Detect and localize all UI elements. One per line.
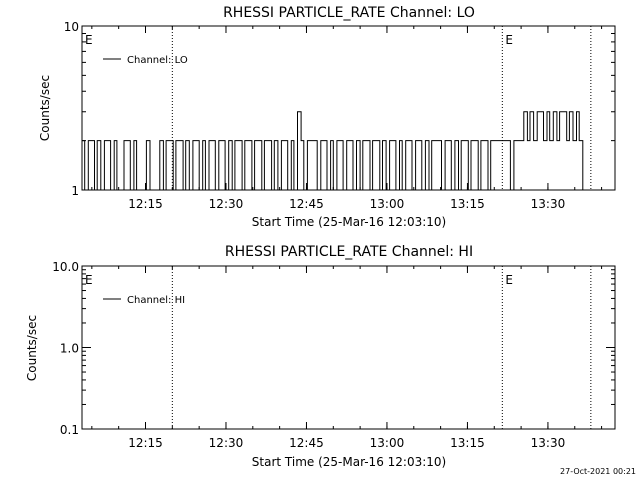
series-group xyxy=(82,111,585,191)
chart-panel-hi: RHESSI PARTICLE_RATE Channel: HI Counts/… xyxy=(25,244,616,469)
y-tick-label: 1 xyxy=(71,184,79,198)
event-marker: E xyxy=(505,273,513,287)
x-tick-label: 13:00 xyxy=(370,436,405,450)
y-tick-label: 1.0 xyxy=(60,342,79,356)
event-marker: E xyxy=(85,273,93,287)
x-tick-label: 12:30 xyxy=(209,436,244,450)
legend: Channel: LO xyxy=(103,55,188,66)
legend-label: Channel: HI xyxy=(127,295,185,306)
y-tick-label: 0.1 xyxy=(60,423,79,437)
x-tick-label: 13:15 xyxy=(450,436,485,450)
x-axis-label: Start Time (25-Mar-16 12:03:10) xyxy=(252,215,446,229)
y-ticks: 1 10 xyxy=(64,20,615,198)
series-line xyxy=(82,111,585,191)
plot-frame xyxy=(81,265,616,430)
chart-title: RHESSI PARTICLE_RATE Channel: HI xyxy=(225,244,473,260)
x-tick-label: 12:45 xyxy=(289,436,324,450)
y-axis-label: Counts/sec xyxy=(38,75,52,141)
y-tick-label: 10.0 xyxy=(52,260,79,274)
x-tick-label: 12:15 xyxy=(128,197,163,211)
x-tick-label: 13:00 xyxy=(370,197,405,211)
chart-title: RHESSI PARTICLE_RATE Channel: LO xyxy=(223,5,475,21)
event-lines xyxy=(171,266,592,429)
footer-timestamp: 27-Oct-2021 00:21 xyxy=(560,467,636,476)
legend-label: Channel: LO xyxy=(127,55,188,66)
event-marker: E xyxy=(85,33,93,47)
y-ticks: 0.1 1.0 10.0 xyxy=(52,260,615,437)
y-tick-label: 10 xyxy=(64,20,79,34)
plot-frame xyxy=(81,25,616,191)
x-ticks: 12:15 12:30 12:45 13:00 13:15 13:30 xyxy=(91,26,603,211)
x-tick-label: 13:30 xyxy=(531,436,566,450)
event-lines xyxy=(171,26,592,190)
x-tick-label: 13:30 xyxy=(531,197,566,211)
x-tick-label: 13:15 xyxy=(450,197,485,211)
legend: Channel: HI xyxy=(103,295,185,306)
x-axis-label: Start Time (25-Mar-16 12:03:10) xyxy=(252,455,446,469)
y-axis-label: Counts/sec xyxy=(25,315,39,381)
x-tick-label: 12:45 xyxy=(289,197,324,211)
chart-panel-lo: RHESSI PARTICLE_RATE Channel: LO Counts/… xyxy=(38,5,616,229)
x-tick-label: 12:30 xyxy=(209,197,244,211)
event-marker: E xyxy=(505,33,513,47)
x-tick-label: 12:15 xyxy=(128,436,163,450)
x-ticks: 12:15 12:30 12:45 13:00 13:15 13:30 xyxy=(91,266,603,450)
